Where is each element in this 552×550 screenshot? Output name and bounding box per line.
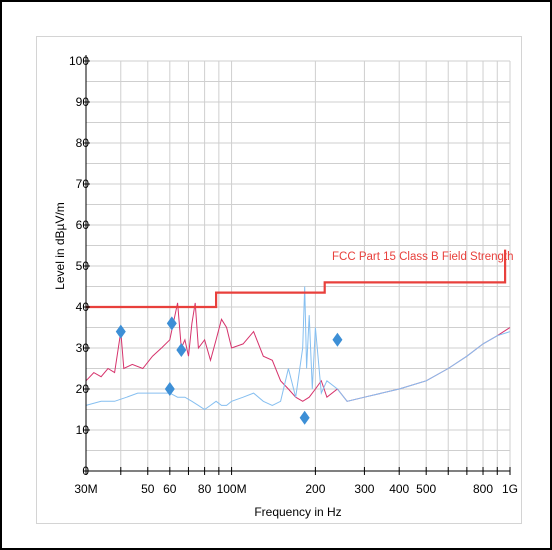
chart-panel — [36, 36, 522, 524]
x-tick-label: 400 — [389, 482, 409, 496]
x-tick-label: 200 — [305, 482, 325, 496]
measurement-trace — [85, 302, 511, 402]
limit-line — [86, 249, 507, 309]
y-tick-label: 30 — [76, 341, 90, 355]
x-tick-label: 30M — [74, 482, 97, 496]
x-axis-title: Frequency in Hz — [254, 505, 341, 519]
x-tick-label: 300 — [354, 482, 374, 496]
grid-lines — [85, 60, 511, 472]
y-tick-label: 10 — [76, 423, 90, 437]
plot-area: FCC Part 15 Class B Field Strength — [85, 249, 514, 425]
x-tick-label: 800 — [473, 482, 493, 496]
y-tick-label: 50 — [76, 259, 90, 273]
y-tick-label: 80 — [76, 136, 90, 150]
x-tick-label: 60 — [163, 482, 177, 496]
peak-marker — [166, 316, 177, 331]
y-tick-label: 70 — [76, 177, 90, 191]
peak-marker — [115, 324, 126, 339]
x-tick-label: 1G — [502, 482, 518, 496]
peak-marker — [332, 332, 343, 347]
y-tick-label: 100 — [69, 54, 89, 68]
y-axis-title: Level in dBµV/m — [53, 202, 67, 290]
axes: 010203040506070809010030M506080100M20030… — [69, 54, 518, 496]
y-tick-label: 60 — [76, 218, 90, 232]
peak-marker — [164, 382, 175, 396]
peak-marker — [299, 410, 310, 425]
x-tick-label: 50 — [141, 482, 155, 496]
x-tick-label: 80 — [198, 482, 212, 496]
limit-line-label: FCC Part 15 Class B Field Strength — [332, 251, 514, 263]
peak-marker — [176, 343, 187, 358]
y-tick-label: 90 — [76, 95, 90, 109]
x-tick-label: 100M — [217, 482, 247, 496]
y-tick-label: 20 — [76, 382, 90, 396]
x-tick-label: 500 — [416, 482, 436, 496]
y-tick-label: 40 — [76, 300, 90, 314]
